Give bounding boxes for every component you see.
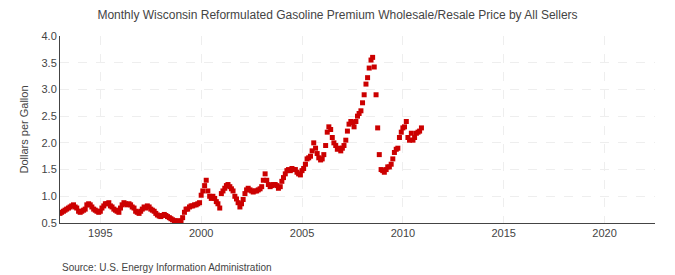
svg-text:Monthly Wisconsin Reformulated: Monthly Wisconsin Reformulated Gasoline … — [97, 8, 577, 22]
svg-text:2020: 2020 — [592, 227, 616, 239]
svg-text:2000: 2000 — [189, 227, 213, 239]
svg-text:3.5: 3.5 — [42, 57, 57, 69]
svg-text:0.5: 0.5 — [42, 217, 57, 229]
svg-text:2.0: 2.0 — [42, 137, 57, 149]
svg-text:1.0: 1.0 — [42, 190, 57, 202]
svg-text:1995: 1995 — [88, 227, 112, 239]
svg-text:2010: 2010 — [391, 227, 415, 239]
svg-text:4.0: 4.0 — [42, 30, 57, 42]
svg-text:3.0: 3.0 — [42, 83, 57, 95]
svg-text:1.5: 1.5 — [42, 163, 57, 175]
svg-text:2015: 2015 — [491, 227, 515, 239]
svg-text:2.5: 2.5 — [42, 110, 57, 122]
svg-text:2005: 2005 — [290, 227, 314, 239]
svg-text:Dollars per Gallon: Dollars per Gallon — [18, 85, 30, 173]
svg-text:Source: U.S. Energy Informatio: Source: U.S. Energy Information Administ… — [62, 262, 272, 273]
